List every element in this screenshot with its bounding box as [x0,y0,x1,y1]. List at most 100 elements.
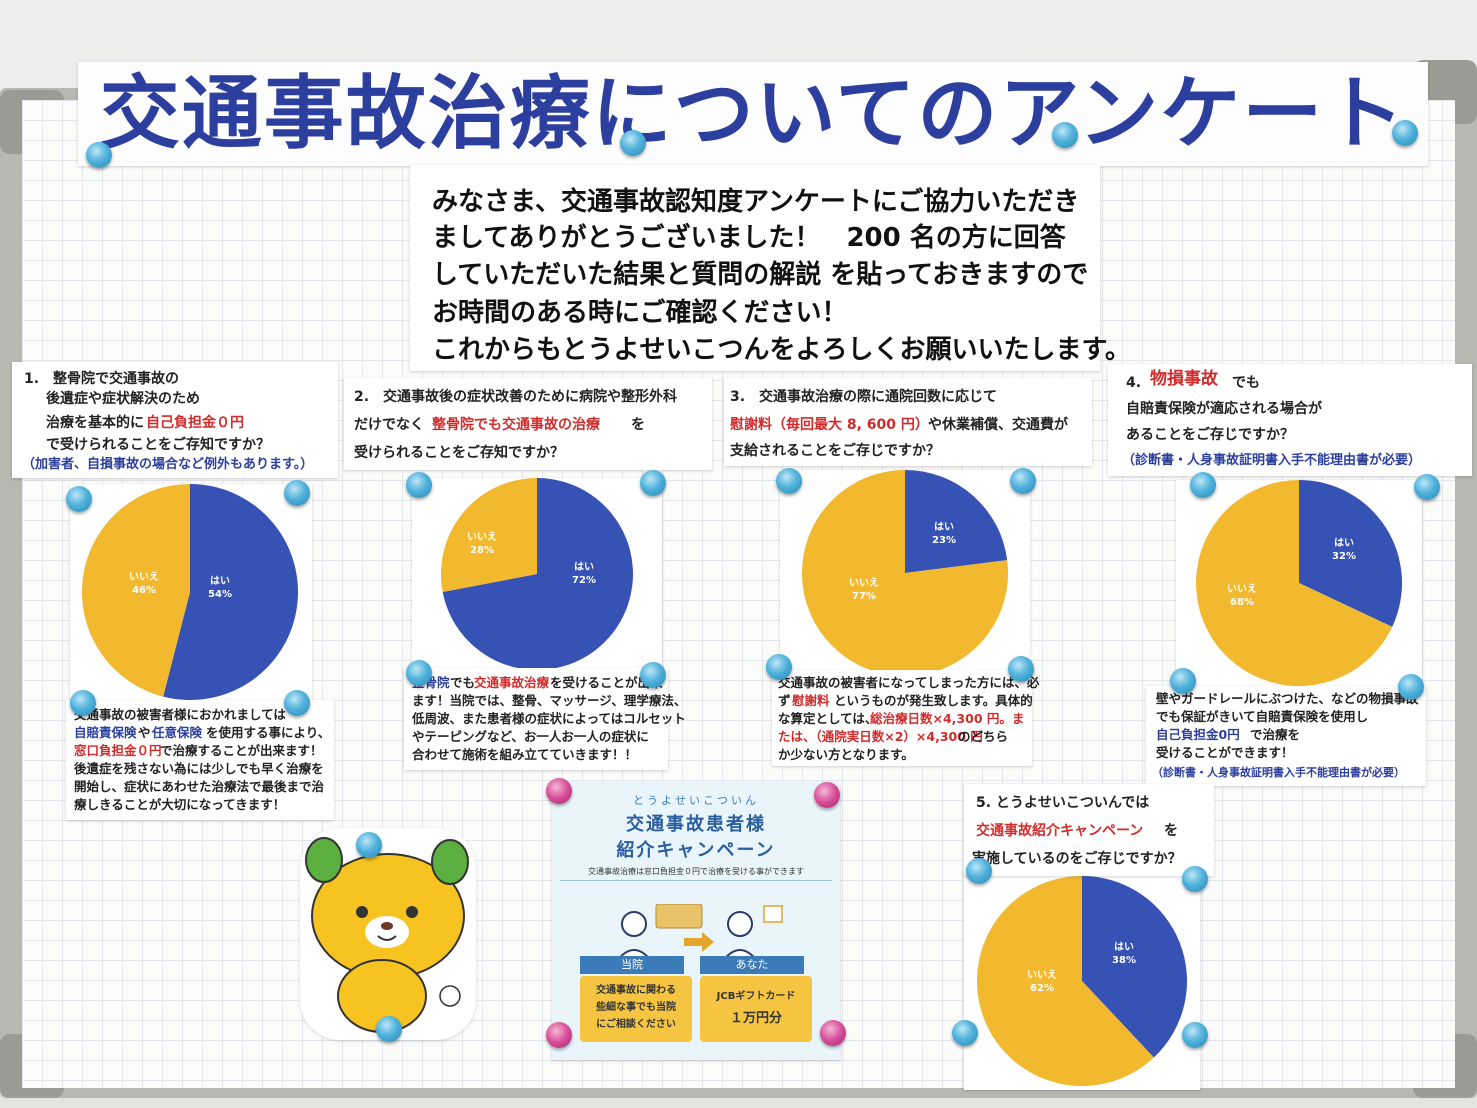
person-icon [727,911,753,937]
slice-value-no: 77% [852,591,876,602]
slice-value-yes: 72% [572,575,596,586]
exp-text: やテーピングなど、お一人お一人の症状に [412,729,649,744]
magnet-icon [814,782,840,808]
magnet-icon [1414,474,1440,500]
magnet-icon [1398,674,1424,700]
exp-text: 交通事故の被害者になってしまった方には、必 [778,675,1040,690]
q-text: でも [1232,375,1260,391]
exp-text-highlight: 慰謝料 [792,693,830,708]
intro-line: みなさま、交通事故認知度アンケートにご協力いただき [432,187,1080,217]
exp-text-highlight: 交通事故治療 [474,675,550,690]
intro-line: お時間のある時にご確認ください！ [432,298,848,328]
slice-label-yes: はい [934,521,954,533]
magnet-icon [406,660,432,686]
poster-left-text: 些細な事でも当院 [596,1002,676,1013]
magnet-icon [546,1022,572,1048]
question-card-4: 4. 物損事故 でも 自賠責保険が適応される場合が あることをご存じですか？ （… [1108,364,1472,476]
q-text: 支給されることをご存じですか？ [730,443,940,459]
flower-icon [439,985,461,1007]
pie-chart-5: はい 38% いいえ 62% [977,876,1187,1086]
pie-slice-no [82,484,190,697]
gift-icon [763,905,783,923]
leaf-icon [431,839,469,885]
mascot-mouth [377,935,397,941]
q-text: あることをご存じですか？ [1126,427,1294,443]
magnet-icon [620,130,646,156]
magnet-icon [1008,656,1034,682]
magnet-icon [406,472,432,498]
exp-text: 開始し、症状にあわせた治療法で最後まで治 [74,779,325,794]
magnet-icon [1182,1022,1208,1048]
poster-left-text: にご相談ください [596,1019,676,1030]
q-note: （診断書・人身事故証明書入手不能理由書が必要） [1122,453,1422,468]
poster-heading: 交通事故患者様 [626,814,766,835]
q-text: で受けられることをご存知ですか？ [46,437,270,453]
slice-value-yes: 54% [208,589,232,600]
q-text: を [631,417,645,433]
intro-line: していただいた結果と質問の解説 を貼っておきますので [432,260,1089,290]
pie-slice-yes [905,470,1008,573]
q-text: 後遺症や症状解決のため [46,391,200,407]
explanation-card-2: 整骨院 でも 交通事故治療 を受けることが出来 ます！当院では、整骨、マッサージ… [404,668,686,770]
exp-text: 受けることができます！ [1156,745,1294,760]
poster-right-text: １万円分 [729,1011,782,1026]
poster-left-text: 交通事故に関わる [596,985,676,996]
q-text: 自賠責保険が適応される場合が [1126,401,1322,417]
exp-text: を受けることが出来 [550,675,663,690]
page-title: 交通事故治療についてのアンケート [99,67,1407,160]
pie-card-1: はい 54% いいえ 46% [70,484,312,702]
pie-slice-yes [163,484,298,700]
magnet-icon [820,1020,846,1046]
q-text: を [1164,823,1178,839]
poster-subtext: 交通事故治療は窓口負担金０円で治療を受ける事ができます [588,867,804,876]
exp-text: でも保証がきいて自賠責保険を使用し [1156,709,1369,724]
magnet-icon [66,486,92,512]
pie-chart-4: はい 32% いいえ 68% [1196,480,1402,686]
poster-right-box: JCBギフトカード １万円分 [700,976,812,1042]
slice-value-no: 68% [1230,597,1254,608]
magnet-icon [766,654,792,680]
slice-value-yes: 32% [1332,551,1356,562]
explanation-card-1: 交通事故の被害者様におかれましては 自賠責保険 や 任意保険 を使用する事により… [66,700,334,820]
q-text: 3. 交通事故治療の際に通院回数に応じて [730,389,998,405]
slice-value-no: 28% [470,545,494,556]
magnet-icon [640,662,666,688]
exp-text: か少ない方となります。 [778,747,914,762]
exp-text: ず [778,693,791,708]
mascot-nose [381,922,393,930]
slice-label-yes: はい [1114,941,1134,953]
mascot-sticker [300,828,476,1040]
exp-text: でも [450,675,476,690]
divider [560,880,832,881]
slice-value-yes: 23% [932,535,956,546]
pie-card-3: はい 23% いいえ 77% [780,470,1030,676]
magnet-icon [376,1016,402,1042]
q-text: 治療を基本的に [46,415,144,431]
slice-label-yes: はい [210,575,230,587]
pie-card-2: はい 72% いいえ 28% [412,478,662,674]
slice-label-no: いいえ [849,577,879,589]
q-text: 2. 交通事故後の症状改善のために病院や整形外科 [354,389,678,405]
slice-label-yes: はい [1334,537,1354,549]
person-icon [621,911,647,937]
title-banner: 交通事故治療についてのアンケート [78,62,1428,166]
exp-text: ます！当院では、整骨、マッサージ、理学療法、 [412,693,687,708]
mascot-eye [356,906,368,918]
magnet-icon [284,480,310,506]
poster-right-label: あなた [700,956,804,974]
magnet-icon [356,832,382,858]
exp-text-highlight: 自己負担金0円 [1156,727,1240,742]
gift-card-icon [655,904,703,929]
q-text: だけでなく [354,417,424,433]
pie-slice-no [977,876,1154,1086]
arrow-right-icon [684,932,714,952]
magnet-icon [86,142,112,168]
pie-chart-3: はい 23% いいえ 77% [802,470,1008,676]
campaign-poster: とうよせいこついん 交通事故患者様 紹介キャンペーン 交通事故治療は窓口負担金０… [552,782,840,1060]
explanation-card-4: 壁やガードレールにぶつけた、などの物損事故 でも保証がきいて自賠責保険を使用し … [1146,686,1426,786]
exp-text: 低周波、また患者様の症状によってはコルセット [412,711,686,726]
magnet-icon [70,690,96,716]
pie-slice-yes [442,478,633,670]
pie-chart-2: はい 72% いいえ 28% [441,478,633,670]
magnet-icon [1182,866,1208,892]
